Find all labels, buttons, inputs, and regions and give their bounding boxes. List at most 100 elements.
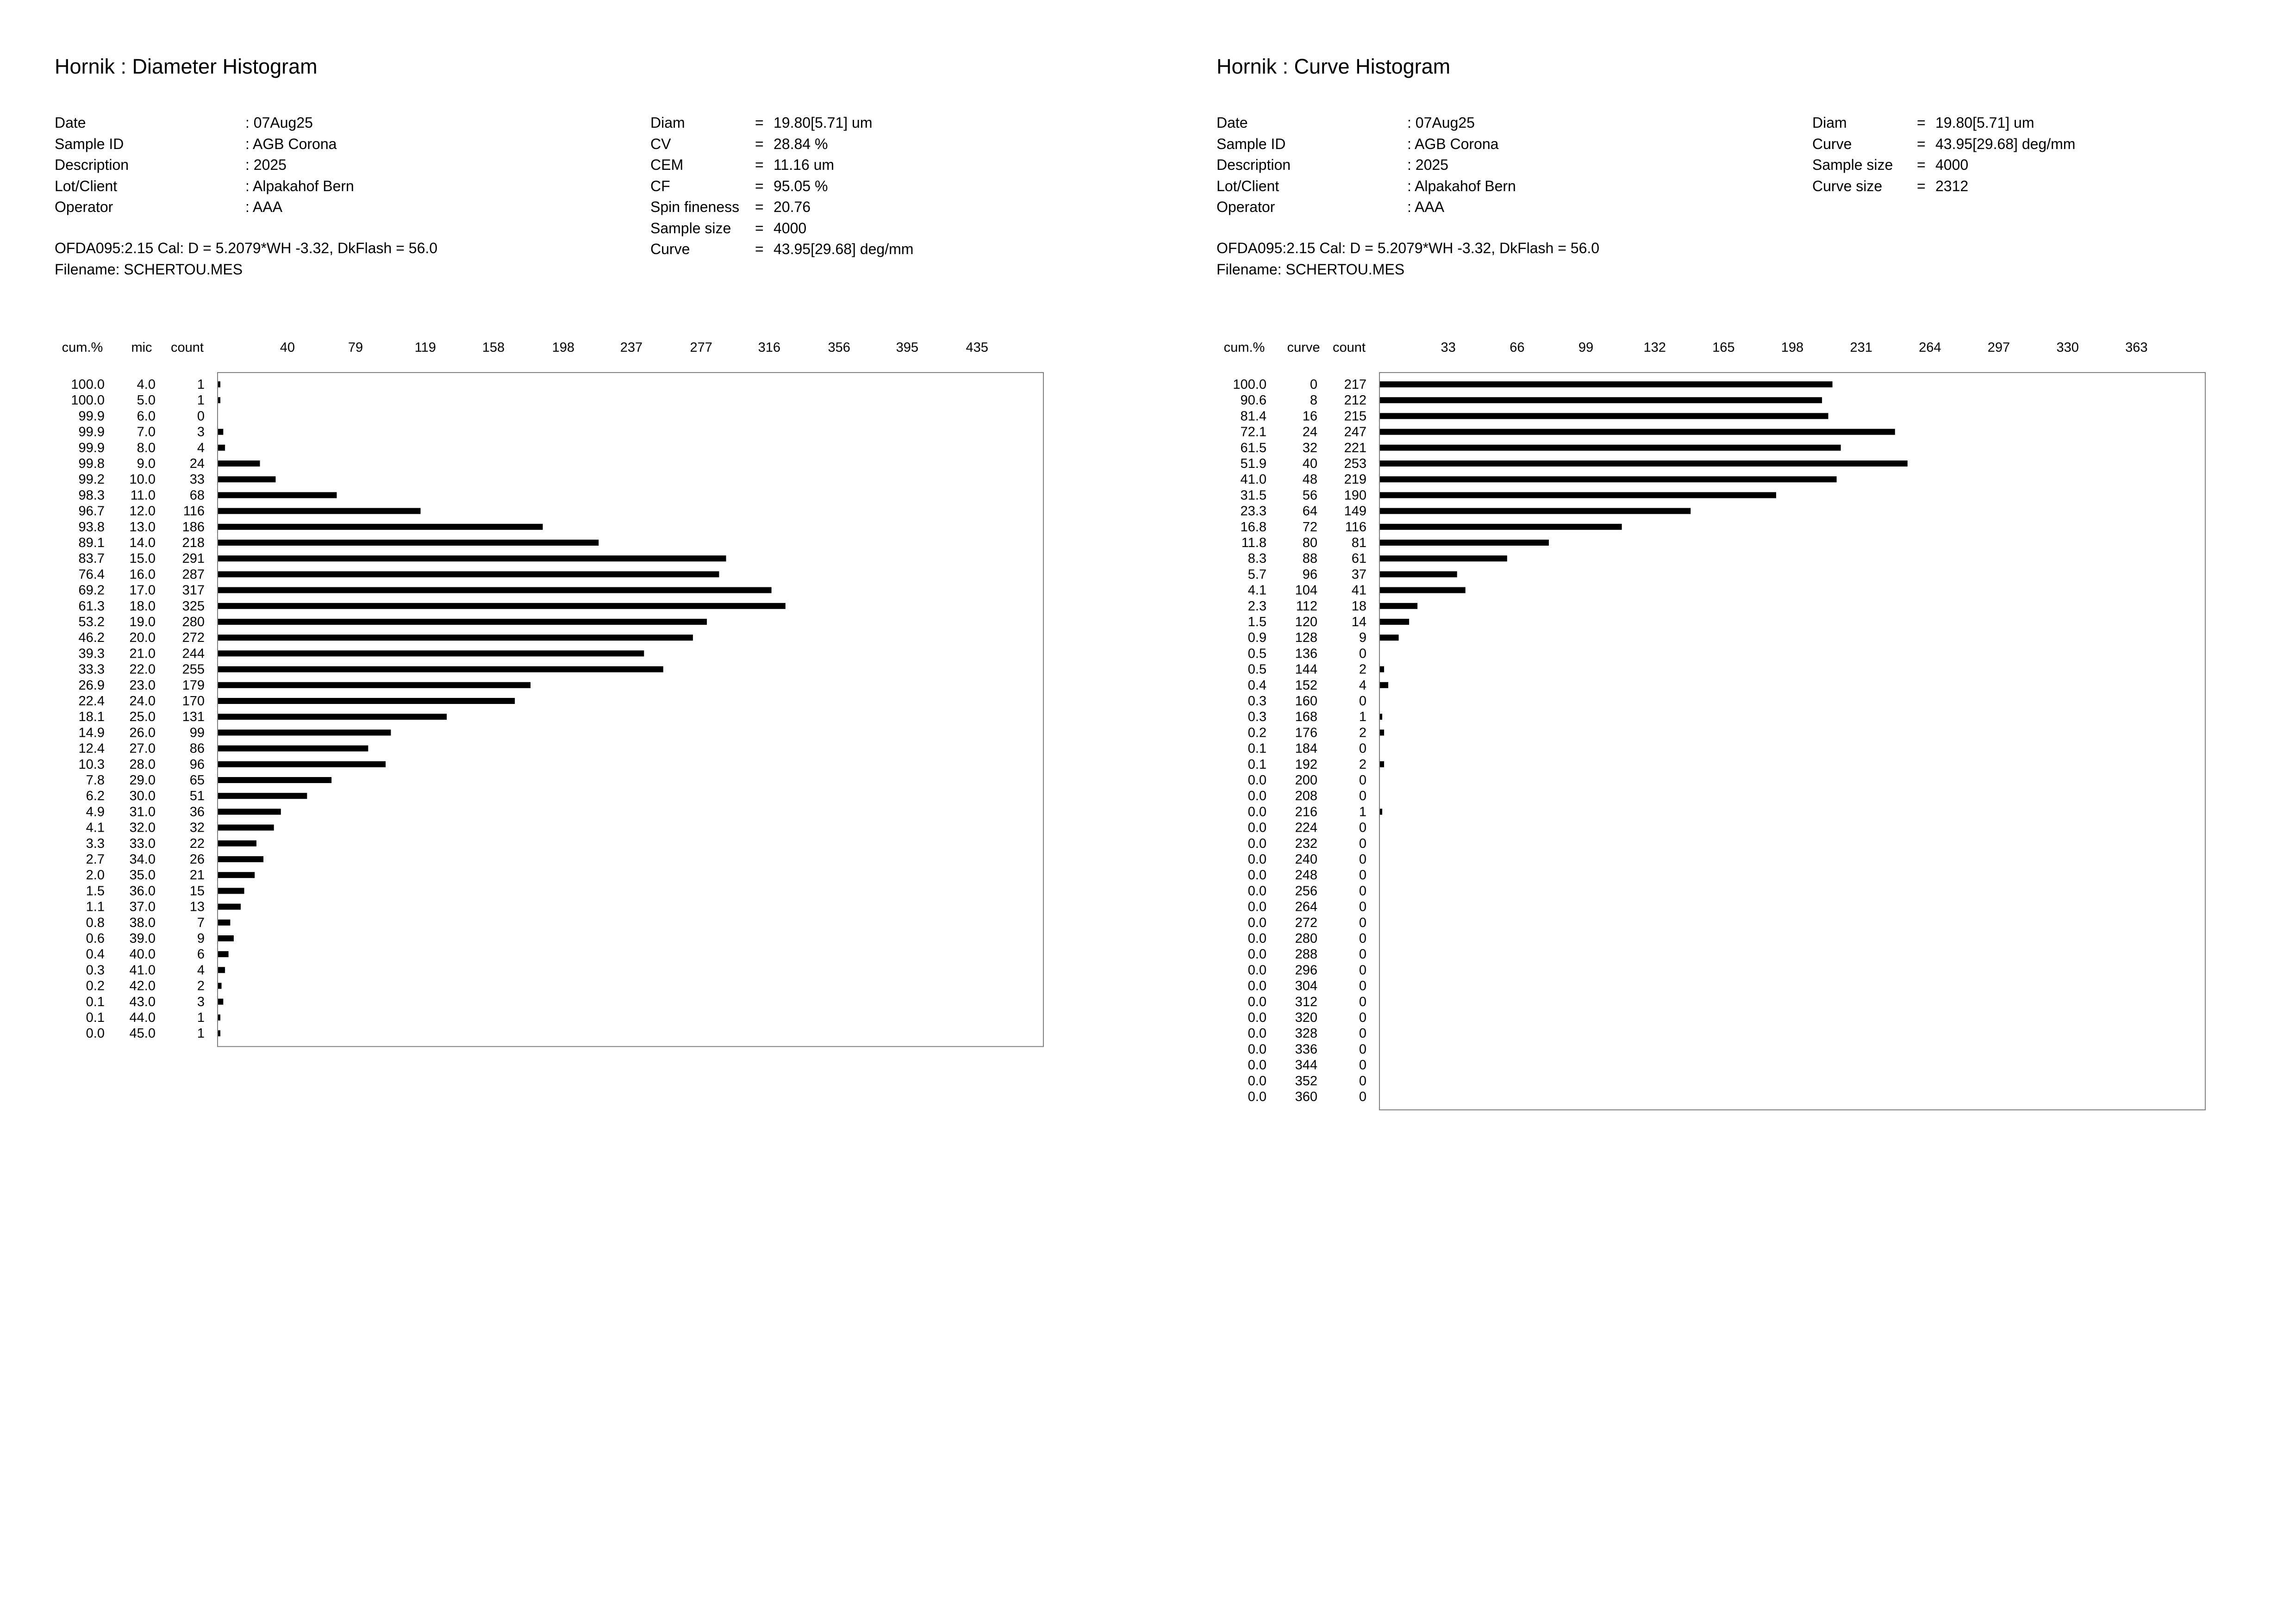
cum-percent-label: 89.1 — [79, 535, 105, 550]
class-label: 40 — [1303, 456, 1317, 471]
cum-percent-label: 0.0 — [1248, 1074, 1267, 1089]
histogram-bar — [218, 935, 234, 941]
cum-percent-label: 0.0 — [1248, 963, 1267, 977]
cum-percent-label: 93.8 — [79, 520, 105, 535]
cum-percent-label: 100.0 — [71, 377, 105, 392]
class-label: 44.0 — [130, 1010, 156, 1025]
stat-equals: = — [1917, 135, 1926, 152]
count-label: 170 — [182, 694, 205, 709]
cum-percent-label: 0.0 — [1248, 1058, 1267, 1073]
x-tick-label: 198 — [1781, 340, 1803, 355]
count-label: 0 — [1359, 694, 1366, 709]
class-label: 304 — [1295, 979, 1317, 994]
count-label: 219 — [1344, 472, 1366, 487]
stat-equals: = — [755, 241, 764, 257]
cum-percent-label: 0.0 — [1248, 1010, 1267, 1025]
count-label: 0 — [1359, 821, 1366, 835]
cum-percent-label: 0.5 — [1248, 646, 1267, 661]
count-label: 131 — [182, 709, 205, 724]
page-title: Hornik : Diameter Histogram — [55, 55, 318, 78]
class-label: 248 — [1295, 868, 1317, 883]
stat-value: 4000 — [774, 219, 807, 236]
count-label: 272 — [182, 630, 205, 645]
count-label: 0 — [1359, 1089, 1366, 1104]
class-label: 176 — [1295, 725, 1317, 740]
histogram-bar — [218, 508, 421, 514]
class-label: 16.0 — [130, 567, 156, 582]
info-value: : AAA — [1407, 199, 1445, 215]
curve-histogram: cum.% curve count 33 66 99 132 165 198 231 264 297 3… — [1224, 340, 2206, 1111]
stat-label: Sample size — [1812, 156, 1893, 173]
count-label: 190 — [1344, 488, 1366, 503]
cum-percent-label: 23.3 — [1241, 504, 1267, 519]
column-header: mic — [131, 340, 152, 355]
cum-percent-label: 1.5 — [1248, 615, 1267, 629]
histogram-bar — [218, 444, 225, 451]
cum-percent-label: 1.5 — [86, 884, 105, 898]
count-label: 99 — [190, 725, 205, 740]
cum-percent-label: 0.3 — [1248, 694, 1267, 709]
count-label: 215 — [1344, 409, 1366, 423]
cum-percent-label: 0.6 — [86, 931, 105, 946]
curve-panel: Hornik : Curve Histogram Date: 07Aug25 S… — [1162, 0, 2296, 1624]
count-label: 0 — [1359, 900, 1366, 915]
cum-percent-label: 0.3 — [86, 963, 105, 977]
info-label: Sample ID — [1217, 135, 1286, 152]
histogram-bar — [218, 666, 663, 672]
info-value: : 07Aug25 — [1407, 114, 1475, 131]
x-tick-label: 363 — [2125, 340, 2147, 355]
histogram-bar — [1380, 761, 1385, 767]
x-tick-label: 119 — [415, 340, 436, 355]
count-label: 221 — [1344, 441, 1366, 455]
class-label: 120 — [1295, 615, 1317, 629]
count-label: 36 — [190, 804, 205, 819]
count-label: 1 — [197, 393, 205, 408]
histogram-bar — [1380, 809, 1382, 815]
count-label: 15 — [190, 884, 205, 898]
class-label: 272 — [1295, 915, 1317, 930]
cum-percent-label: 0.0 — [1248, 821, 1267, 835]
stat-label: Curve size — [1812, 177, 1883, 194]
count-label: 0 — [1359, 836, 1366, 851]
histogram-bar — [1380, 444, 1841, 451]
x-tick-label: 33 — [1441, 340, 1456, 355]
count-label: 18 — [1352, 599, 1366, 614]
count-label: 0 — [1359, 995, 1366, 1009]
cum-percent-label: 0.0 — [1248, 884, 1267, 898]
histogram-bar — [1380, 729, 1385, 736]
filename-line: Filename: SCHERTOU.MES — [1217, 261, 1405, 278]
cum-percent-label: 69.2 — [79, 583, 105, 598]
count-label: 186 — [182, 520, 205, 535]
histogram-bar — [218, 1030, 220, 1037]
stat-value: 19.80[5.71] um — [1935, 114, 2034, 131]
cum-percent-label: 99.8 — [79, 456, 105, 471]
stat-label: CF — [650, 177, 670, 194]
count-label: 22 — [190, 836, 205, 851]
class-label: 288 — [1295, 947, 1317, 962]
info-value: : AGB Corona — [245, 135, 337, 152]
count-label: 0 — [1359, 1026, 1366, 1041]
stat-value: 4000 — [1935, 156, 1969, 173]
x-tick-label: 132 — [1643, 340, 1666, 355]
class-label: 200 — [1295, 773, 1317, 788]
histogram-bar — [218, 619, 707, 625]
cum-percent-label: 46.2 — [79, 630, 105, 645]
class-label: 336 — [1295, 1042, 1317, 1057]
histogram-bar — [218, 793, 307, 799]
class-label: 96 — [1303, 567, 1317, 582]
histogram-bar — [218, 555, 726, 562]
column-header: curve — [1287, 340, 1320, 355]
class-label: 0 — [1310, 377, 1317, 392]
class-label: 72 — [1303, 520, 1317, 535]
x-tick-label: 316 — [758, 340, 780, 355]
class-label: 88 — [1303, 551, 1317, 566]
histogram-bar — [218, 856, 264, 862]
count-label: 32 — [190, 821, 205, 835]
histogram-bar — [1380, 492, 1776, 498]
count-label: 217 — [1344, 377, 1366, 392]
histogram-bar — [218, 967, 225, 973]
cum-percent-label: 0.4 — [86, 947, 105, 962]
cum-percent-label: 0.2 — [86, 979, 105, 994]
histogram-bar — [1380, 603, 1418, 609]
count-label: 2 — [1359, 725, 1366, 740]
